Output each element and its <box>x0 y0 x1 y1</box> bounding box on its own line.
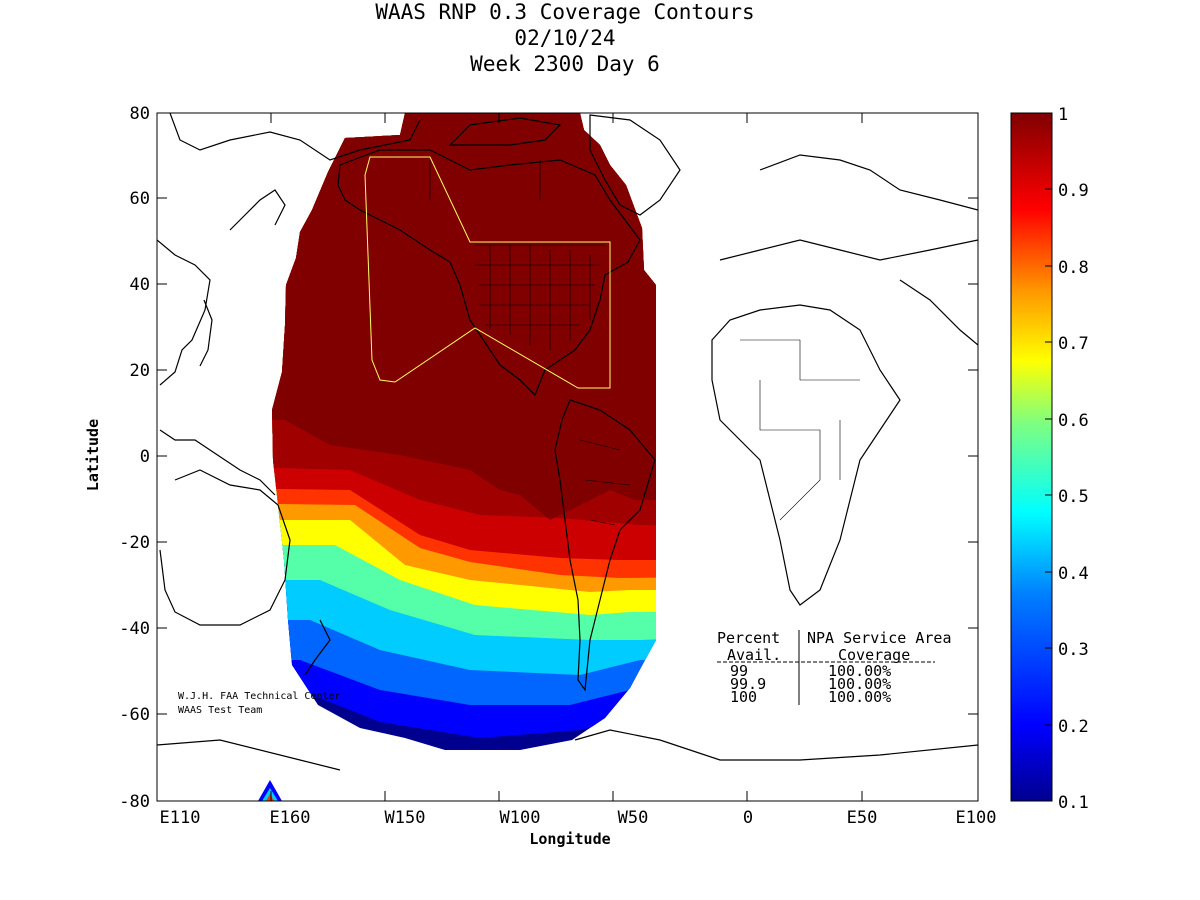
coverage-contours <box>272 113 656 750</box>
y-tick-minus20: -20 <box>119 533 150 553</box>
x-axis-label: Longitude <box>529 830 610 848</box>
colorbar-tick-marks <box>1045 188 1052 726</box>
colorbar-labels: 1 0.9 0.8 0.7 0.6 0.5 0.4 0.3 0.2 0.1 <box>1058 105 1089 813</box>
colorbar <box>1010 112 1053 802</box>
credits-line-1: W.J.H. FAA Technical Center <box>178 691 341 702</box>
y-tick-minus80: -80 <box>119 792 150 812</box>
x-tick-e160: E160 <box>270 808 311 828</box>
colorbar-tick-0-2: 0.2 <box>1058 717 1089 737</box>
y-tick-60: 60 <box>130 189 150 209</box>
x-tick-labels: E110 E160 W150 W100 W50 0 E50 E100 <box>160 808 997 828</box>
stats-row-2-coverage: 100.00% <box>828 675 891 693</box>
x-tick-w100: W100 <box>500 808 541 828</box>
stats-row-3-avail: 100 <box>730 688 757 706</box>
colorbar-tick-0-1: 0.1 <box>1058 793 1089 813</box>
political-borders <box>429 160 860 526</box>
north-america-coast <box>337 149 641 397</box>
indonesia-coast <box>159 429 276 496</box>
y-tick-minus60: -60 <box>119 705 150 725</box>
x-tick-w150: W150 <box>385 808 426 828</box>
stats-row-2-avail: 99.9 <box>730 675 766 693</box>
southern-coverage-patch <box>258 780 282 801</box>
title-line-1: WAAS RNP 0.3 Coverage Contours <box>375 0 755 24</box>
y-tick-20: 20 <box>130 361 150 381</box>
x-tick-e100: E100 <box>956 808 997 828</box>
australia-coast <box>159 469 291 626</box>
colorbar-tick-0-3: 0.3 <box>1058 640 1089 660</box>
colorbar-tick-0-9: 0.9 <box>1058 181 1089 201</box>
y-tick-marks <box>157 197 978 715</box>
middle-east-coast <box>899 279 978 346</box>
antarctica-coast-east <box>574 729 978 761</box>
y-axis-label: Latitude <box>84 419 102 491</box>
x-tick-e110: E110 <box>160 808 201 828</box>
stats-header-coverage: Coverage <box>838 646 910 664</box>
stats-row-1-coverage: 100.00% <box>828 662 891 680</box>
kamchatka-coast <box>229 189 286 231</box>
y-tick-0: 0 <box>140 447 150 467</box>
colorbar-tick-0-5: 0.5 <box>1058 487 1089 507</box>
antarctica-coast-west <box>157 739 341 771</box>
colorbar-tick-0-7: 0.7 <box>1058 334 1089 354</box>
colorbar-tick-0-8: 0.8 <box>1058 258 1089 278</box>
new-zealand-coast <box>304 619 331 676</box>
siberia-coast <box>169 113 421 161</box>
scandinavia-coast <box>759 154 978 211</box>
arctic-islands <box>448 117 562 146</box>
stats-header-avail: Avail. <box>727 646 781 664</box>
stats-table-rules <box>717 630 935 705</box>
colorbar-tick-1: 1 <box>1058 105 1068 125</box>
stats-header-percent: Percent <box>717 629 780 647</box>
colorbar-tick-0-4: 0.4 <box>1058 564 1089 584</box>
x-tick-0: 0 <box>743 808 753 828</box>
stats-header-npa: NPA Service Area <box>807 629 952 647</box>
title-line-3: Week 2300 Day 6 <box>470 52 660 76</box>
japan-coast <box>199 299 213 367</box>
y-tick-labels: 80 60 40 20 0 -20 -40 -60 -80 <box>119 104 150 812</box>
credits-line-2: WAAS Test Team <box>178 705 262 716</box>
x-tick-marks <box>270 113 863 801</box>
africa-coast <box>711 304 901 606</box>
y-tick-80: 80 <box>130 104 150 124</box>
x-tick-w50: W50 <box>618 808 649 828</box>
stats-row-1-avail: 99 <box>730 662 748 680</box>
south-america-coast <box>554 399 656 692</box>
service-area-outline <box>364 156 611 389</box>
stats-table: Percent NPA Service Area Avail. Coverage… <box>717 629 952 706</box>
coastlines <box>157 113 978 771</box>
y-tick-40: 40 <box>130 275 150 295</box>
plot-area: W.J.H. FAA Technical Center WAAS Test Te… <box>157 113 978 801</box>
x-tick-e50: E50 <box>847 808 878 828</box>
title-line-2: 02/10/24 <box>514 26 616 50</box>
europe-coast <box>719 239 978 261</box>
east-asia-coast <box>157 239 211 386</box>
greenland-coast <box>589 114 681 216</box>
stats-row-3-coverage: 100.00% <box>828 688 891 706</box>
y-tick-minus40: -40 <box>119 619 150 639</box>
colorbar-tick-0-6: 0.6 <box>1058 411 1089 431</box>
plot-frame <box>156 112 979 802</box>
